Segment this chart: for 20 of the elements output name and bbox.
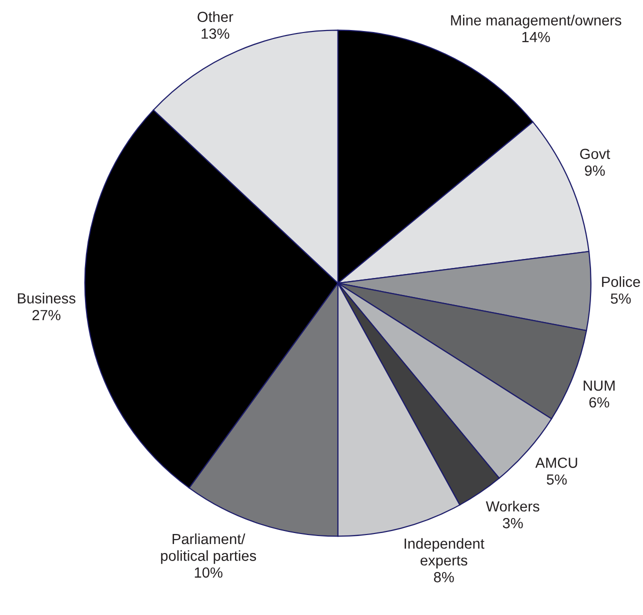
slice-label: Parliament/ political parties: [161, 533, 256, 564]
data-label: 27%: [32, 310, 60, 320]
slice-label: Other: [198, 11, 234, 22]
slice-label: Independent experts: [404, 538, 484, 568]
slice-label: Workers: [486, 500, 540, 512]
data-label: 13%: [202, 28, 230, 39]
data-label: 10%: [194, 567, 222, 578]
data-label: 8%: [434, 572, 454, 582]
data-label: 14%: [522, 32, 550, 42]
data-label: 5%: [546, 474, 567, 485]
slice-label: Police: [602, 276, 640, 288]
slice-label: Mine management/owners: [451, 14, 622, 28]
slice-label: Govt: [580, 148, 610, 160]
slice-label: NUM: [584, 380, 615, 391]
data-label: 3%: [502, 518, 523, 528]
slice-label: AMCU: [535, 458, 578, 468]
data-label: 6%: [589, 397, 610, 408]
data-label: 9%: [584, 165, 605, 176]
data-label: 5%: [610, 294, 631, 304]
slice-label: Business: [18, 292, 76, 304]
